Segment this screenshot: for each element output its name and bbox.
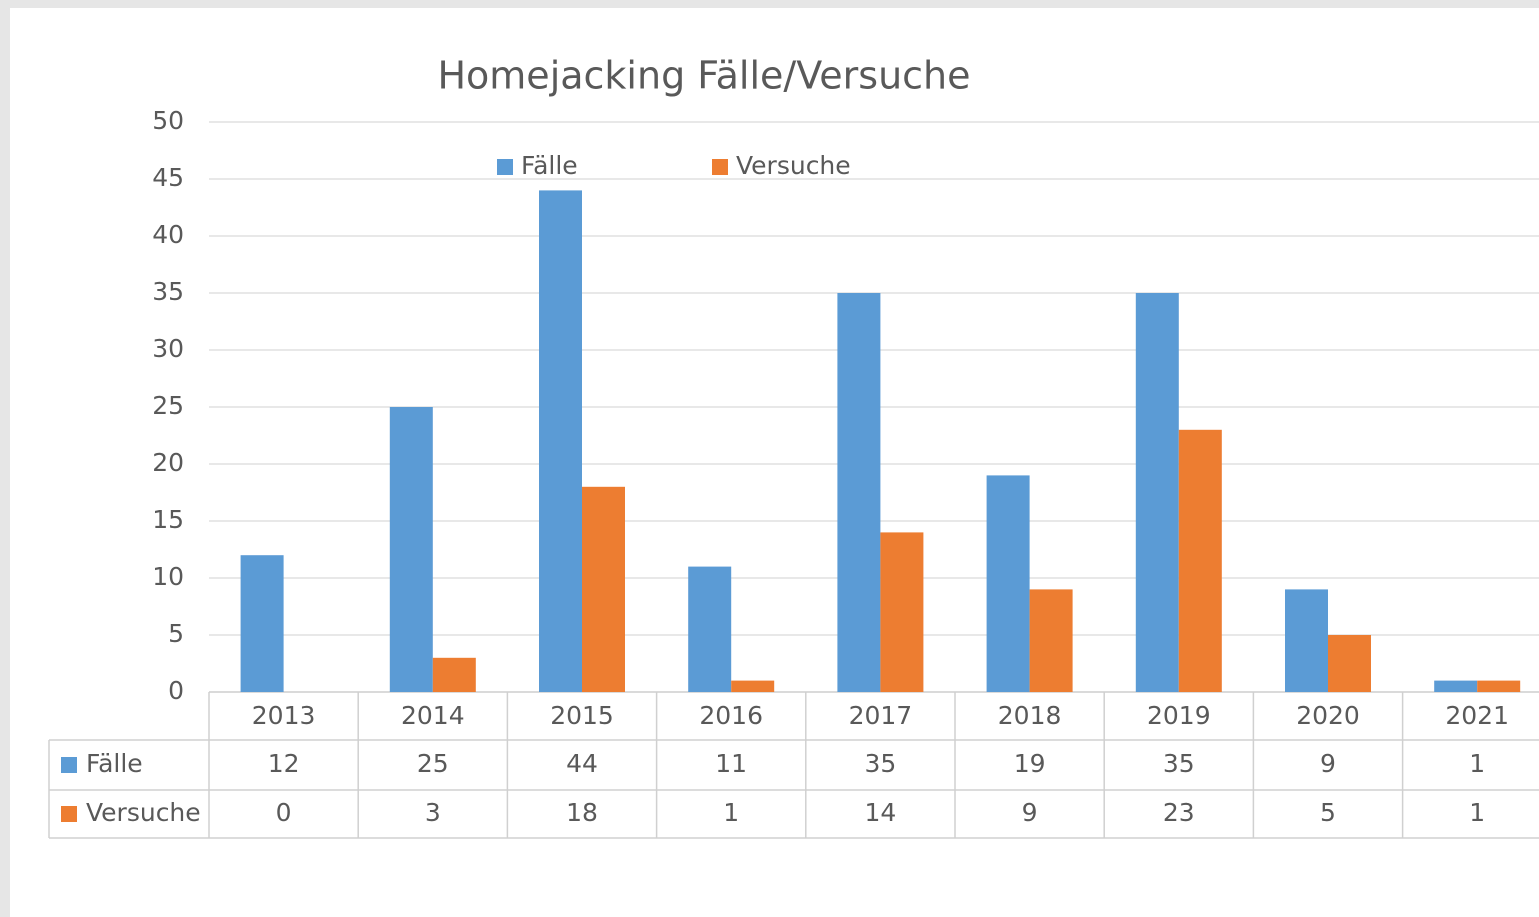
x-tick-label: 2016 <box>699 701 763 730</box>
bar <box>986 475 1030 692</box>
table-value: 11 <box>715 749 747 778</box>
table-value: 14 <box>864 798 896 827</box>
x-tick-label: 2014 <box>401 701 465 730</box>
table-value: 0 <box>276 798 292 827</box>
table-value: 12 <box>268 749 300 778</box>
bar <box>1434 680 1478 692</box>
x-tick-label: 2019 <box>1147 701 1211 730</box>
table-value: 19 <box>1014 749 1046 778</box>
table-value: 23 <box>1163 798 1195 827</box>
y-tick-label: 45 <box>152 163 184 192</box>
bar <box>539 190 582 692</box>
y-tick-label: 50 <box>152 106 184 135</box>
bar <box>1328 635 1371 692</box>
bar <box>880 532 924 692</box>
table-value: 1 <box>1469 798 1485 827</box>
table-value: 1 <box>723 798 739 827</box>
y-tick-label: 30 <box>152 334 184 363</box>
y-tick-label: 5 <box>168 619 184 648</box>
table-value: 3 <box>425 798 441 827</box>
bar <box>240 555 284 692</box>
table-value: 25 <box>417 749 449 778</box>
x-tick-label: 2018 <box>998 701 1062 730</box>
table-value: 18 <box>566 798 598 827</box>
y-tick-label: 15 <box>152 505 184 534</box>
table-value: 1 <box>1469 749 1485 778</box>
x-tick-label: 2017 <box>849 701 913 730</box>
y-tick-label: 40 <box>152 220 184 249</box>
bar <box>582 486 625 692</box>
x-tick-label: 2015 <box>550 701 614 730</box>
table-value: 35 <box>1163 749 1195 778</box>
table-series-label: Fälle <box>86 749 143 778</box>
y-tick-label: 10 <box>152 562 184 591</box>
legend-swatch <box>497 159 513 175</box>
chart-title: Homejacking Fälle/Versuche <box>437 54 970 98</box>
legend-swatch <box>712 159 728 175</box>
y-tick-label: 20 <box>152 448 184 477</box>
y-tick-label: 0 <box>168 676 184 705</box>
legend-label: Versuche <box>736 151 851 180</box>
bar <box>1477 680 1521 692</box>
legend-label: Fälle <box>521 151 578 180</box>
table-series-label: Versuche <box>86 798 201 827</box>
bar <box>1285 589 1328 692</box>
table-swatch <box>61 757 77 773</box>
table-value: 9 <box>1022 798 1038 827</box>
chart-area <box>10 8 1539 917</box>
bar <box>688 566 732 692</box>
bar <box>1135 293 1179 692</box>
bar <box>731 680 775 692</box>
bar <box>1029 589 1073 692</box>
y-tick-label: 25 <box>152 391 184 420</box>
y-tick-label: 35 <box>152 277 184 306</box>
bar <box>837 293 881 692</box>
table-swatch <box>61 806 77 822</box>
x-tick-label: 2021 <box>1445 701 1509 730</box>
table-value: 35 <box>864 749 896 778</box>
bar <box>1178 429 1222 692</box>
table-value: 9 <box>1320 749 1336 778</box>
bar <box>389 407 433 692</box>
table-value: 5 <box>1320 798 1336 827</box>
table-value: 44 <box>566 749 598 778</box>
bar <box>432 657 476 692</box>
x-tick-label: 2013 <box>252 701 316 730</box>
x-tick-label: 2020 <box>1296 701 1360 730</box>
